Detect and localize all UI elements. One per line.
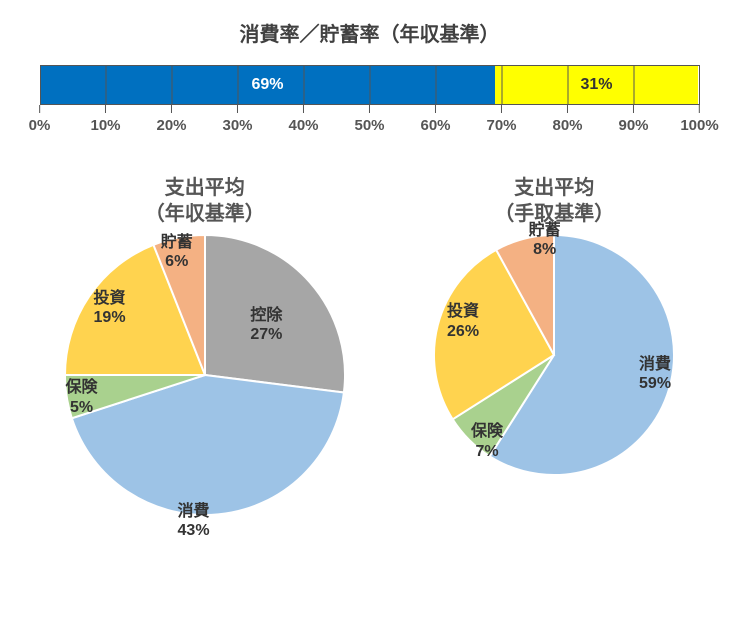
pie-left-wrap: 控除27%消費43%保険5%投資19%貯蓄6% (65, 235, 345, 515)
pie-right-title-line1: 支出平均 (514, 177, 594, 199)
axis-tick: 50% (354, 105, 384, 134)
pie-left-label-消費: 消費43% (178, 501, 210, 539)
axis-tick: 70% (486, 105, 516, 134)
axis-tick-label: 40% (288, 117, 318, 134)
pie-right-label-投資: 投資26% (447, 302, 479, 340)
axis-tick: 60% (420, 105, 450, 134)
bar-chart: 69%31% 0%10%20%30%40%50%60%70%80%90%100% (40, 65, 700, 155)
pie-left-block: 支出平均 （年収基準） 控除27%消費43%保険5%投資19%貯蓄6% (65, 175, 345, 515)
axis-tick: 20% (156, 105, 186, 134)
pie-right-label-保険: 保険7% (471, 422, 503, 460)
axis-tick-label: 20% (156, 117, 186, 134)
pie-left-label-保険: 保険5% (66, 378, 98, 416)
pie-left-title-line2: （年収基準） (145, 203, 265, 225)
stacked-bar: 69%31% (40, 65, 700, 105)
axis-tick: 40% (288, 105, 318, 134)
pie-right-block: 支出平均 （手取基準） 消費59% 保険7% 投資26% 貯蓄8% (434, 175, 674, 475)
bar-axis: 0%10%20%30%40%50%60%70%80%90%100% (40, 105, 700, 155)
axis-tick-label: 60% (420, 117, 450, 134)
axis-tick-label: 70% (486, 117, 516, 134)
axis-tick-label: 80% (552, 117, 582, 134)
pie-left-title: 支出平均 （年収基準） (65, 175, 345, 227)
axis-tick: 0% (29, 105, 51, 134)
pie-right-title: 支出平均 （手取基準） (434, 175, 674, 227)
axis-tick-label: 100% (680, 117, 718, 134)
axis-tick: 30% (222, 105, 252, 134)
pie-left-svg (65, 235, 345, 515)
bar-segment-0: 69% (41, 66, 495, 104)
pie-left-label-貯蓄: 貯蓄6% (161, 233, 193, 271)
pie-right-label-貯蓄: 貯蓄8% (529, 221, 561, 259)
axis-tick: 100% (680, 105, 718, 134)
axis-tick-label: 0% (29, 117, 51, 134)
pie-left-label-投資: 投資19% (94, 289, 126, 327)
axis-tick: 90% (618, 105, 648, 134)
pie-left-title-line1: 支出平均 (165, 177, 245, 199)
bar-segment-1: 31% (495, 66, 699, 104)
axis-tick-label: 50% (354, 117, 384, 134)
pie-right-label-消費: 消費59% (639, 355, 671, 393)
pie-left-label-控除: 控除27% (250, 305, 282, 343)
axis-tick-label: 30% (222, 117, 252, 134)
axis-tick-label: 90% (618, 117, 648, 134)
pie-charts-row: 支出平均 （年収基準） 控除27%消費43%保険5%投資19%貯蓄6% 支出平均… (0, 175, 739, 515)
pie-right-wrap: 消費59%保険7%投資26%貯蓄8% (434, 235, 674, 475)
axis-tick-label: 10% (90, 117, 120, 134)
main-title: 消費率／貯蓄率（年収基準） (0, 0, 739, 47)
axis-tick: 10% (90, 105, 120, 134)
axis-tick: 80% (552, 105, 582, 134)
